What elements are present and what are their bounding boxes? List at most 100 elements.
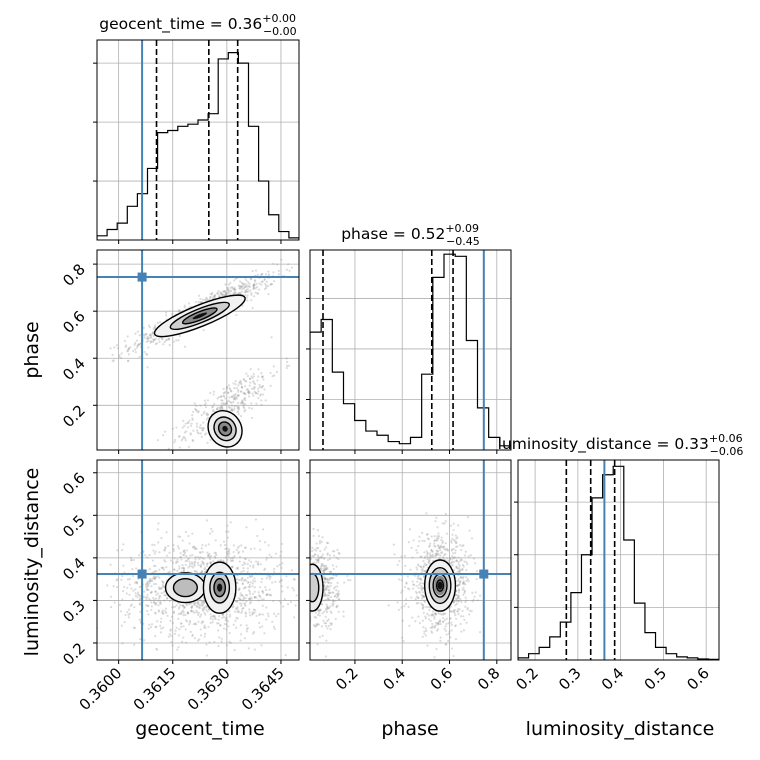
sample-point — [186, 612, 190, 615]
sample-point — [458, 564, 461, 567]
sample-point — [451, 564, 454, 567]
sample-point — [326, 581, 329, 584]
sample-point — [330, 623, 333, 626]
sample-point — [455, 617, 458, 621]
sample-point — [327, 588, 330, 592]
sample-point — [82, 627, 84, 629]
sample-point — [213, 402, 216, 406]
sample-point — [443, 553, 446, 556]
sample-point — [233, 396, 236, 399]
sample-point — [417, 574, 420, 577]
sample-point — [261, 604, 264, 607]
sample-point — [159, 624, 162, 627]
sample-point — [287, 364, 291, 367]
sample-point — [165, 554, 169, 557]
sample-point — [261, 375, 264, 378]
sample-point — [134, 592, 137, 595]
sample-point — [122, 589, 125, 593]
sample-point — [261, 590, 265, 593]
sample-point — [237, 401, 240, 404]
sample-point — [285, 575, 288, 578]
sample-point — [251, 376, 254, 380]
sample-point — [207, 413, 210, 416]
sample-point — [241, 582, 244, 585]
sample-point — [168, 570, 171, 573]
sample-point — [188, 619, 192, 623]
sample-point — [235, 626, 238, 629]
sample-point — [147, 324, 151, 327]
sample-point — [264, 282, 267, 286]
sample-point — [414, 590, 418, 593]
sample-point — [181, 553, 185, 557]
sample-point — [172, 610, 176, 613]
sample-point — [239, 598, 242, 601]
sample-point — [188, 560, 191, 563]
sample-point — [460, 548, 463, 552]
sample-point — [261, 625, 264, 628]
sample-point — [197, 620, 200, 623]
sample-point — [262, 598, 265, 601]
sample-point — [134, 341, 137, 345]
sample-point — [401, 589, 404, 592]
sample-point — [191, 553, 194, 557]
sample-point — [334, 617, 337, 621]
sample-point — [417, 596, 420, 599]
sample-point — [455, 541, 458, 544]
sample-point — [147, 337, 150, 341]
sample-point — [197, 611, 200, 615]
sample-point — [417, 586, 420, 589]
sample-point — [169, 629, 172, 632]
sample-point — [468, 613, 471, 616]
sample-point — [321, 612, 324, 615]
x-axis-label-geocent-time: geocent_time — [135, 718, 264, 740]
sample-point — [461, 563, 465, 567]
sample-point — [325, 594, 328, 597]
sample-point — [327, 581, 330, 584]
sample-point — [233, 279, 236, 282]
sample-point — [322, 569, 326, 572]
sample-point — [327, 598, 330, 602]
sample-point — [200, 571, 203, 574]
sample-point — [254, 280, 257, 283]
sample-point — [240, 577, 243, 580]
sample-point — [429, 542, 432, 545]
sample-point — [238, 598, 241, 601]
sample-point — [189, 432, 192, 435]
sample-point — [153, 338, 156, 341]
sample-point — [157, 609, 160, 612]
sample-point — [337, 592, 340, 596]
sample-point — [239, 287, 242, 290]
sample-point — [219, 291, 222, 294]
sample-point — [430, 549, 433, 552]
panel-phase-geocent_time — [93, 249, 300, 459]
sample-point — [169, 628, 172, 631]
sample-point — [190, 609, 193, 612]
sample-point — [255, 614, 258, 618]
sample-point — [423, 556, 426, 559]
sample-point — [454, 551, 457, 555]
sample-point — [427, 538, 430, 541]
sample-point — [278, 580, 281, 584]
sample-point — [203, 403, 206, 406]
sample-point — [224, 283, 227, 286]
sample-point — [236, 567, 240, 570]
sample-point — [216, 622, 219, 625]
sample-point — [83, 592, 85, 594]
sample-point — [324, 588, 328, 591]
sample-point — [153, 326, 156, 329]
sample-point — [201, 556, 204, 560]
sample-point — [112, 585, 115, 588]
sample-point — [203, 626, 206, 629]
sample-point — [253, 595, 256, 599]
sample-point — [447, 559, 450, 562]
sample-point — [306, 590, 308, 592]
sample-point — [336, 581, 339, 584]
sample-point — [230, 407, 233, 410]
sample-point — [264, 273, 268, 276]
sample-point — [151, 457, 153, 459]
sample-point — [262, 591, 265, 594]
sample-point — [228, 613, 232, 616]
sample-point — [433, 612, 437, 615]
y-axis-label-phase: phase — [21, 321, 43, 378]
sample-point — [419, 587, 423, 590]
